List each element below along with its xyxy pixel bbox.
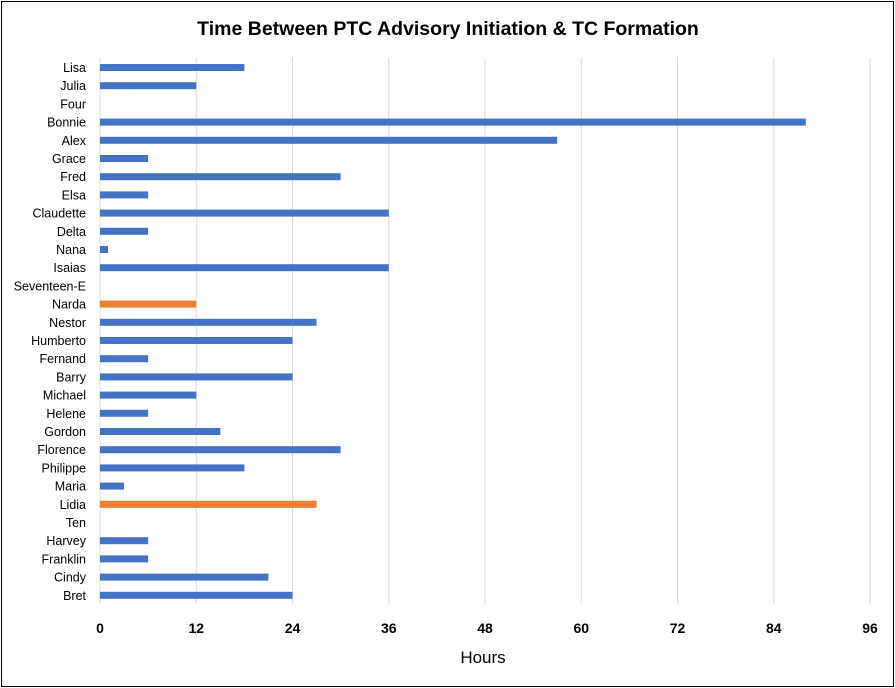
x-axis-title: Hours bbox=[460, 648, 505, 667]
bar-lidia bbox=[100, 500, 317, 508]
bar-julia bbox=[100, 82, 197, 90]
bar-fernand bbox=[100, 355, 149, 363]
x-tick-label: 84 bbox=[766, 620, 782, 636]
x-tick-label: 48 bbox=[477, 620, 493, 636]
bar-bret bbox=[100, 591, 293, 599]
category-label: Ten bbox=[66, 516, 86, 530]
bar-florence bbox=[100, 446, 341, 454]
gridlines bbox=[99, 58, 871, 604]
category-label: Elsa bbox=[62, 188, 86, 202]
bars bbox=[100, 64, 806, 599]
x-tick-label: 12 bbox=[188, 620, 204, 636]
bar-alex bbox=[100, 136, 558, 144]
category-label: Cindy bbox=[54, 571, 87, 585]
category-label: Delta bbox=[57, 225, 86, 239]
category-label: Humberto bbox=[31, 334, 86, 348]
category-label: Michael bbox=[43, 389, 86, 403]
category-label: Bret bbox=[63, 589, 86, 603]
bar-narda bbox=[100, 300, 197, 308]
x-tick-label: 60 bbox=[573, 620, 589, 636]
bar-philippe bbox=[100, 464, 245, 472]
bar-grace bbox=[100, 155, 149, 162]
category-label: Alex bbox=[62, 134, 87, 148]
category-label: Lidia bbox=[60, 498, 86, 512]
bar-cindy bbox=[100, 573, 269, 581]
bar-franklin bbox=[100, 555, 149, 563]
category-label: Nana bbox=[56, 243, 86, 257]
bar-nestor bbox=[100, 318, 317, 326]
category-label: Harvey bbox=[46, 534, 86, 548]
category-label: Philippe bbox=[42, 461, 87, 475]
category-label: Lisa bbox=[63, 61, 86, 75]
bar-delta bbox=[100, 227, 149, 235]
bar-gordon bbox=[100, 428, 221, 435]
bar-humberto bbox=[100, 337, 293, 344]
category-label: Maria bbox=[55, 480, 86, 494]
category-label: Franklin bbox=[42, 552, 87, 566]
category-label: Florence bbox=[37, 443, 86, 457]
category-label: Seventeen-E bbox=[14, 279, 86, 293]
category-label: Nestor bbox=[49, 316, 86, 330]
x-tick-label: 72 bbox=[670, 620, 686, 636]
bar-michael bbox=[100, 391, 197, 399]
category-label: Helene bbox=[46, 407, 86, 421]
bar-fred bbox=[100, 173, 341, 181]
category-label: Barry bbox=[56, 370, 87, 384]
category-label: Claudette bbox=[32, 207, 86, 221]
x-tick-label: 24 bbox=[285, 620, 301, 636]
category-label: Isaias bbox=[53, 261, 86, 275]
category-label: Bonnie bbox=[47, 116, 86, 130]
bar-nana bbox=[100, 246, 109, 253]
category-label: Four bbox=[60, 97, 86, 111]
category-labels: Lisa Julia Four Bonnie Alex Grace Fred Elsa Clau… bbox=[14, 61, 87, 603]
bar-barry bbox=[100, 373, 293, 381]
category-label: Fernand bbox=[39, 352, 86, 366]
bar-harvey bbox=[100, 537, 149, 545]
x-tick-label: 96 bbox=[862, 620, 878, 636]
category-label: Narda bbox=[52, 298, 86, 312]
x-tick-label: 0 bbox=[96, 620, 104, 636]
bar-isaias bbox=[100, 264, 389, 272]
chart-title: Time Between PTC Advisory Initiation & T… bbox=[197, 18, 699, 40]
x-tick-labels: 0 12 24 36 48 60 72 84 96 bbox=[96, 620, 878, 636]
category-label: Gordon bbox=[44, 425, 86, 439]
bar-claudette bbox=[100, 209, 389, 217]
bar-maria bbox=[100, 482, 125, 490]
bar-elsa bbox=[100, 191, 149, 199]
category-label: Fred bbox=[60, 170, 86, 184]
x-tick-label: 36 bbox=[381, 620, 397, 636]
bar-bonnie bbox=[100, 118, 806, 126]
category-label: Grace bbox=[52, 152, 86, 166]
category-label: Julia bbox=[60, 79, 86, 93]
bar-helene bbox=[100, 409, 149, 417]
bar-lisa bbox=[100, 64, 245, 71]
